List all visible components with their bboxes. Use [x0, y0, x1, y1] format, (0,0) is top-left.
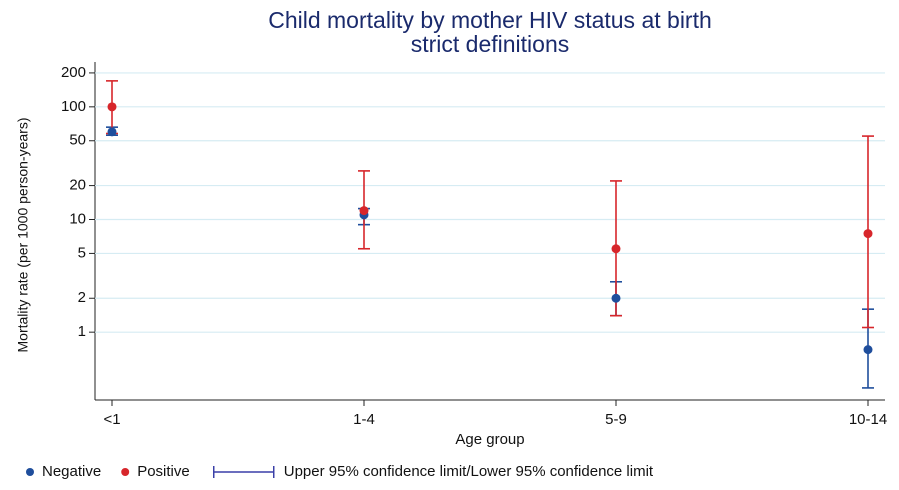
chart-subtitle: strict definitions	[411, 31, 570, 57]
y-tick-label: 1	[78, 323, 86, 340]
x-tick-label: 1-4	[353, 411, 375, 428]
legend-marker	[26, 468, 34, 476]
x-tick-label: 5-9	[605, 411, 627, 428]
point	[863, 229, 873, 239]
legend-marker	[121, 468, 130, 476]
legend-label: Positive	[137, 463, 190, 480]
y-tick-label: 200	[61, 64, 86, 81]
chart-title: Child mortality by mother HIV status at …	[268, 7, 712, 33]
x-tick-label: <1	[103, 411, 120, 428]
point	[107, 127, 117, 137]
point	[611, 244, 621, 254]
y-tick-label: 50	[69, 132, 86, 149]
y-axis-label: Mortality rate (per 1000 person-years)	[15, 118, 31, 353]
legend-label: Upper 95% confidence limit/Lower 95% con…	[284, 463, 654, 480]
point	[359, 206, 369, 216]
y-tick-label: 20	[69, 177, 86, 194]
x-tick-label: 10-14	[849, 411, 887, 428]
point	[107, 102, 117, 112]
y-tick-label: 5	[78, 244, 86, 261]
x-axis-label: Age group	[455, 431, 524, 448]
y-tick-label: 2	[78, 289, 86, 306]
legend-label: Negative	[42, 463, 101, 480]
y-tick-label: 10	[69, 210, 86, 227]
y-tick-label: 100	[61, 98, 86, 115]
point	[863, 345, 873, 355]
point	[611, 293, 621, 303]
